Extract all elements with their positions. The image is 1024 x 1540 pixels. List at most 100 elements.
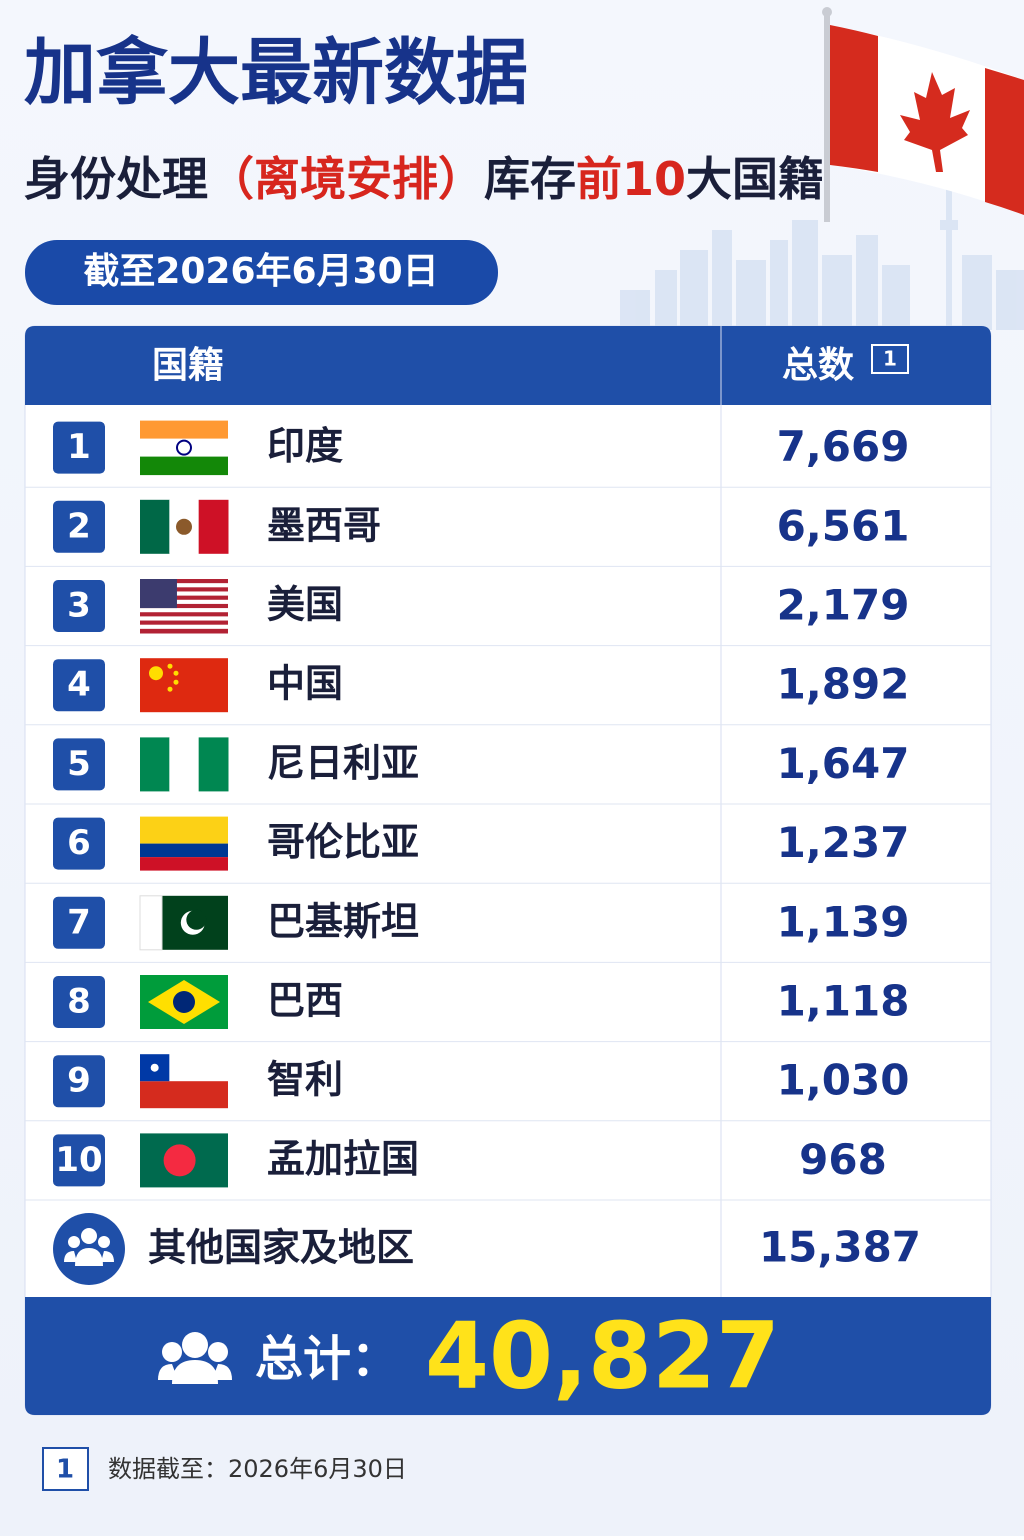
flag-stripe	[140, 579, 228, 584]
flag-stripe	[140, 1081, 228, 1109]
flag-star	[167, 686, 173, 692]
footnote-marker: 1	[56, 1455, 74, 1485]
flag-stripe	[169, 737, 200, 792]
total: 2,179	[777, 581, 910, 630]
flag	[139, 895, 228, 951]
flag-stripe	[140, 583, 228, 588]
others-label: 其他国家及地区	[148, 1226, 414, 1270]
rank: 1	[67, 427, 91, 467]
table-header	[25, 326, 991, 405]
country: 巴基斯坦	[267, 899, 419, 943]
subtitle: 身份处理（离境安排）库存前10大国籍	[24, 152, 824, 206]
flag-star	[173, 679, 179, 685]
flag-stripe	[140, 857, 228, 871]
rank: 10	[55, 1140, 102, 1180]
country: 孟加拉国	[267, 1137, 419, 1181]
flag-stripe	[140, 616, 228, 622]
country: 巴西	[267, 979, 343, 1023]
rank-box	[53, 1134, 105, 1187]
country: 中国	[267, 662, 343, 706]
flag-stripe	[140, 737, 170, 792]
flag-stripe	[198, 499, 229, 554]
rank: 7	[67, 902, 91, 942]
flag-stripe	[140, 591, 228, 597]
rank-box	[53, 659, 105, 712]
rank: 3	[67, 586, 91, 626]
flag-stripe	[140, 587, 228, 592]
flag-stripe	[140, 438, 228, 458]
rank-box	[53, 580, 105, 632]
column-note: 1	[883, 347, 897, 371]
flag	[140, 499, 229, 554]
flag-stripe	[139, 895, 163, 951]
canada-flag	[822, 7, 1024, 222]
footnote-box	[42, 1447, 89, 1491]
flag-emblem	[176, 518, 192, 535]
subtitle-part: 身份处理	[24, 152, 208, 206]
subtitle-part: （离境安排）	[208, 152, 484, 206]
total-value: 40,827	[425, 1302, 780, 1409]
subtitle-part: 库存	[484, 152, 576, 206]
rank-box	[53, 1055, 105, 1108]
total: 1,892	[777, 660, 910, 709]
others-people	[64, 1228, 114, 1266]
flag-stripe	[140, 456, 228, 476]
rank: 9	[67, 1061, 91, 1101]
column-header: 总数	[782, 345, 854, 386]
country: 印度	[267, 424, 343, 468]
rank: 5	[67, 744, 91, 784]
flag	[140, 658, 228, 713]
total: 1,237	[777, 818, 910, 867]
flag	[140, 816, 228, 871]
subtitle-part: 前10	[576, 152, 686, 206]
flag-stripe	[198, 737, 229, 792]
note-box	[871, 344, 909, 374]
flag-star	[149, 666, 163, 681]
date-badge-text: 截至2026年6月30日	[83, 251, 438, 292]
total: 6,561	[777, 501, 910, 550]
flag-star	[150, 1063, 159, 1072]
flag-star	[173, 670, 179, 676]
flag-stripe	[140, 499, 170, 554]
date-badge	[25, 240, 498, 305]
rank-box	[53, 817, 105, 870]
flag-stripe	[140, 595, 228, 601]
flag-star	[167, 663, 173, 669]
rank-box	[53, 738, 105, 791]
flag-stripe	[140, 608, 228, 613]
flag-emblem	[176, 439, 192, 456]
flag-stripe	[140, 628, 228, 634]
total: 7,669	[777, 422, 910, 471]
flag-canton	[140, 579, 177, 609]
flag	[140, 420, 228, 476]
rank: 2	[67, 506, 91, 546]
flag-stripe	[140, 620, 228, 626]
flag	[140, 737, 229, 792]
flag-stripe	[140, 599, 228, 605]
flag	[140, 579, 228, 634]
country: 美国	[267, 583, 343, 627]
rank: 8	[67, 982, 91, 1022]
rank: 4	[67, 665, 91, 705]
rank-box	[53, 896, 105, 949]
flag-globe	[173, 991, 195, 1013]
country: 墨西哥	[267, 503, 381, 547]
flag-field	[140, 658, 228, 713]
total: 1,647	[777, 739, 910, 788]
rank-box	[53, 421, 105, 474]
subtitle-part: 大国籍	[686, 152, 824, 206]
flag-stripe	[140, 612, 228, 617]
total: 1,139	[777, 897, 910, 946]
skyline	[620, 180, 1024, 330]
country: 智利	[267, 1058, 343, 1102]
total-bar	[25, 1297, 991, 1415]
others-total: 15,387	[759, 1223, 921, 1272]
footnote-text: 数据截至：2026年6月30日	[108, 1455, 407, 1483]
flag	[140, 975, 228, 1029]
title: 加拿大最新数据	[24, 31, 528, 115]
column-header: 国籍	[152, 345, 224, 386]
flag-moon	[186, 909, 207, 930]
flag-stripe	[140, 816, 228, 844]
country: 尼日利亚	[267, 741, 419, 785]
